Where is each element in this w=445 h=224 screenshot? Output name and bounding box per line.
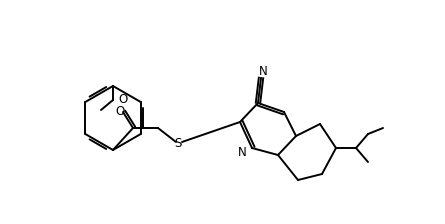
Text: S: S — [174, 136, 182, 149]
Text: O: O — [118, 93, 127, 106]
Text: N: N — [259, 65, 267, 78]
Text: N: N — [238, 146, 247, 159]
Text: O: O — [115, 105, 125, 118]
